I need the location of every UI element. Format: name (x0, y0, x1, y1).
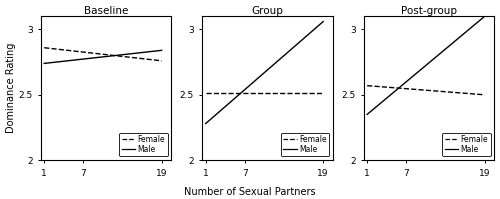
Title: Post-group: Post-group (401, 6, 457, 16)
Title: Group: Group (252, 6, 284, 16)
Legend: Female, Male: Female, Male (281, 133, 329, 156)
Y-axis label: Dominance Rating: Dominance Rating (6, 43, 16, 134)
Legend: Female, Male: Female, Male (120, 133, 168, 156)
Legend: Female, Male: Female, Male (442, 133, 490, 156)
Title: Baseline: Baseline (84, 6, 128, 16)
Text: Number of Sexual Partners: Number of Sexual Partners (184, 187, 316, 197)
